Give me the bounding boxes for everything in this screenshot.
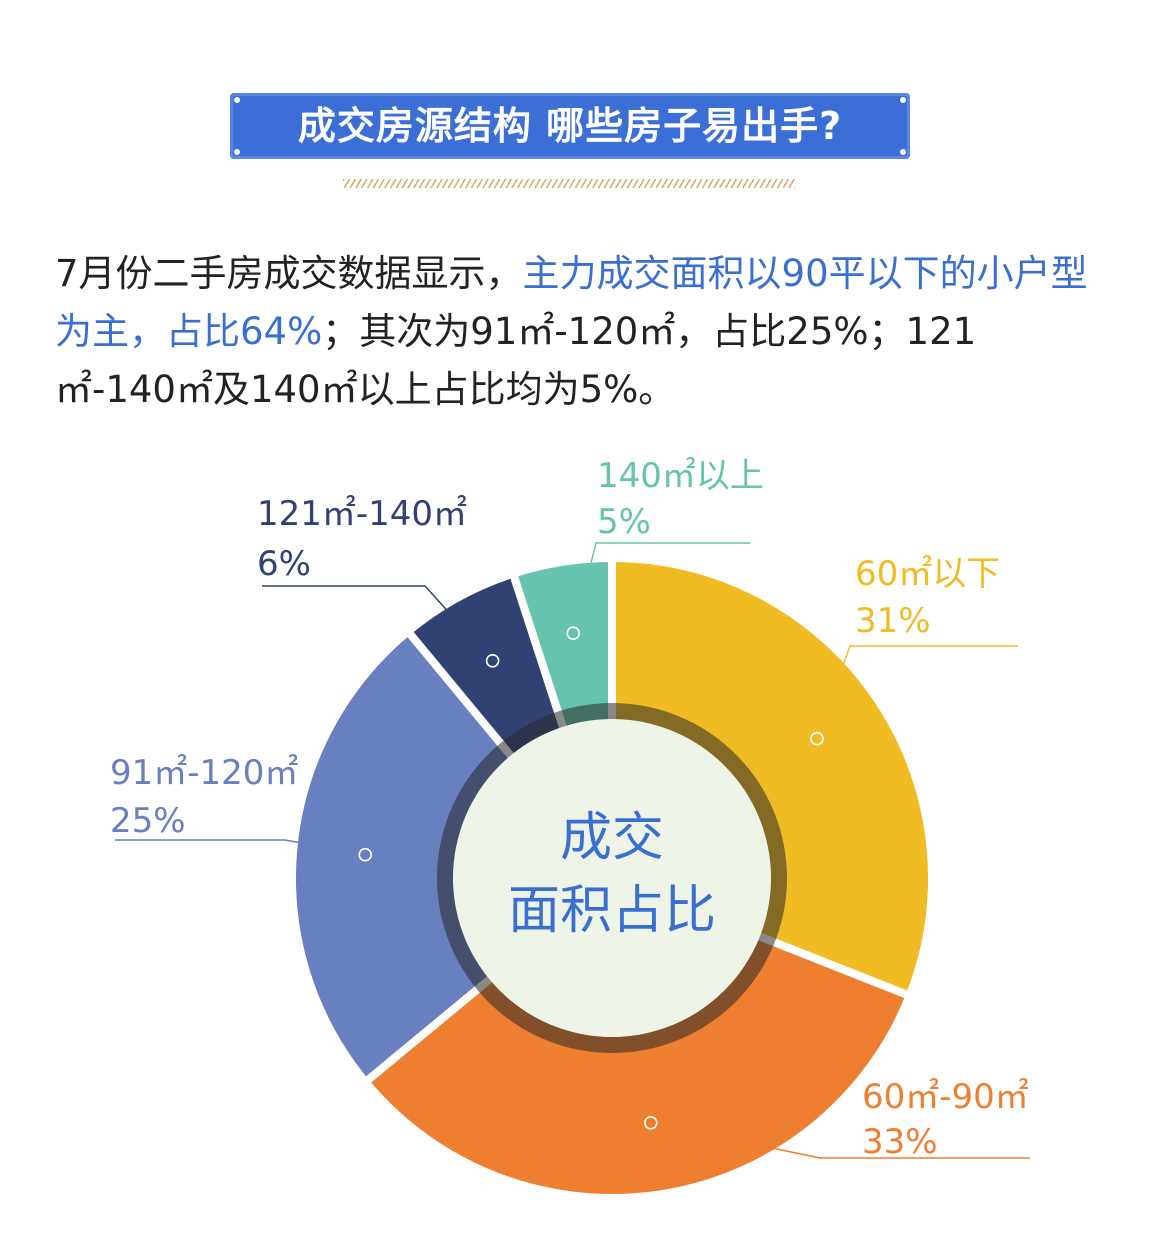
slice-label: 121㎡-140㎡ (257, 494, 467, 534)
callout-line (816, 645, 1018, 739)
center-disc (453, 719, 771, 1037)
corner-dot (900, 97, 906, 103)
slice-value-label: 33% (862, 1122, 938, 1162)
callout-marker (810, 731, 824, 746)
callout-marker (485, 653, 500, 668)
callout-marker (643, 1116, 658, 1130)
slice-label: 60㎡-90㎡ (862, 1077, 1029, 1117)
title-banner: 成交房源结构 哪些房子易出手? (230, 93, 910, 159)
callout-marker (358, 847, 373, 862)
summary-highlight: 主力成交面积以90平以下的小户型为主，占比64% (55, 252, 1088, 353)
page-title: 成交房源结构 哪些房子易出手? (297, 104, 843, 148)
slice-label: 91㎡-120㎡ (110, 753, 298, 793)
callout-line (572, 542, 750, 634)
slice-label: 60㎡以下 (855, 554, 1000, 594)
slice-value-label: 25% (110, 801, 186, 841)
corner-dot (234, 97, 240, 103)
summary-paragraph: 7月份二手房成交数据显示，主力成交面积以90平以下的小户型为主，占比64%；其次… (55, 245, 1095, 419)
center-label-line2: 面积占比 (508, 881, 716, 941)
corner-dot (900, 149, 906, 155)
slice-value-label: 31% (855, 601, 931, 641)
decorative-hatch-divider (343, 179, 795, 188)
callout-line (115, 839, 366, 856)
callout-line (650, 1122, 1030, 1159)
summary-text-2: ；其次为91㎡-120㎡，占比25%；121㎡-140㎡及140㎡以上占比均为5… (55, 310, 977, 411)
callout-marker (566, 626, 581, 641)
center-label-line1: 成交 (560, 808, 664, 868)
slice-label: 140㎡以上 (597, 456, 764, 496)
slice-value-label: 6% (257, 544, 311, 584)
summary-text-1: 7月份二手房成交数据显示， (55, 252, 523, 295)
callout-line (262, 585, 494, 662)
slice-value-label: 5% (597, 502, 651, 542)
corner-dot (234, 149, 240, 155)
